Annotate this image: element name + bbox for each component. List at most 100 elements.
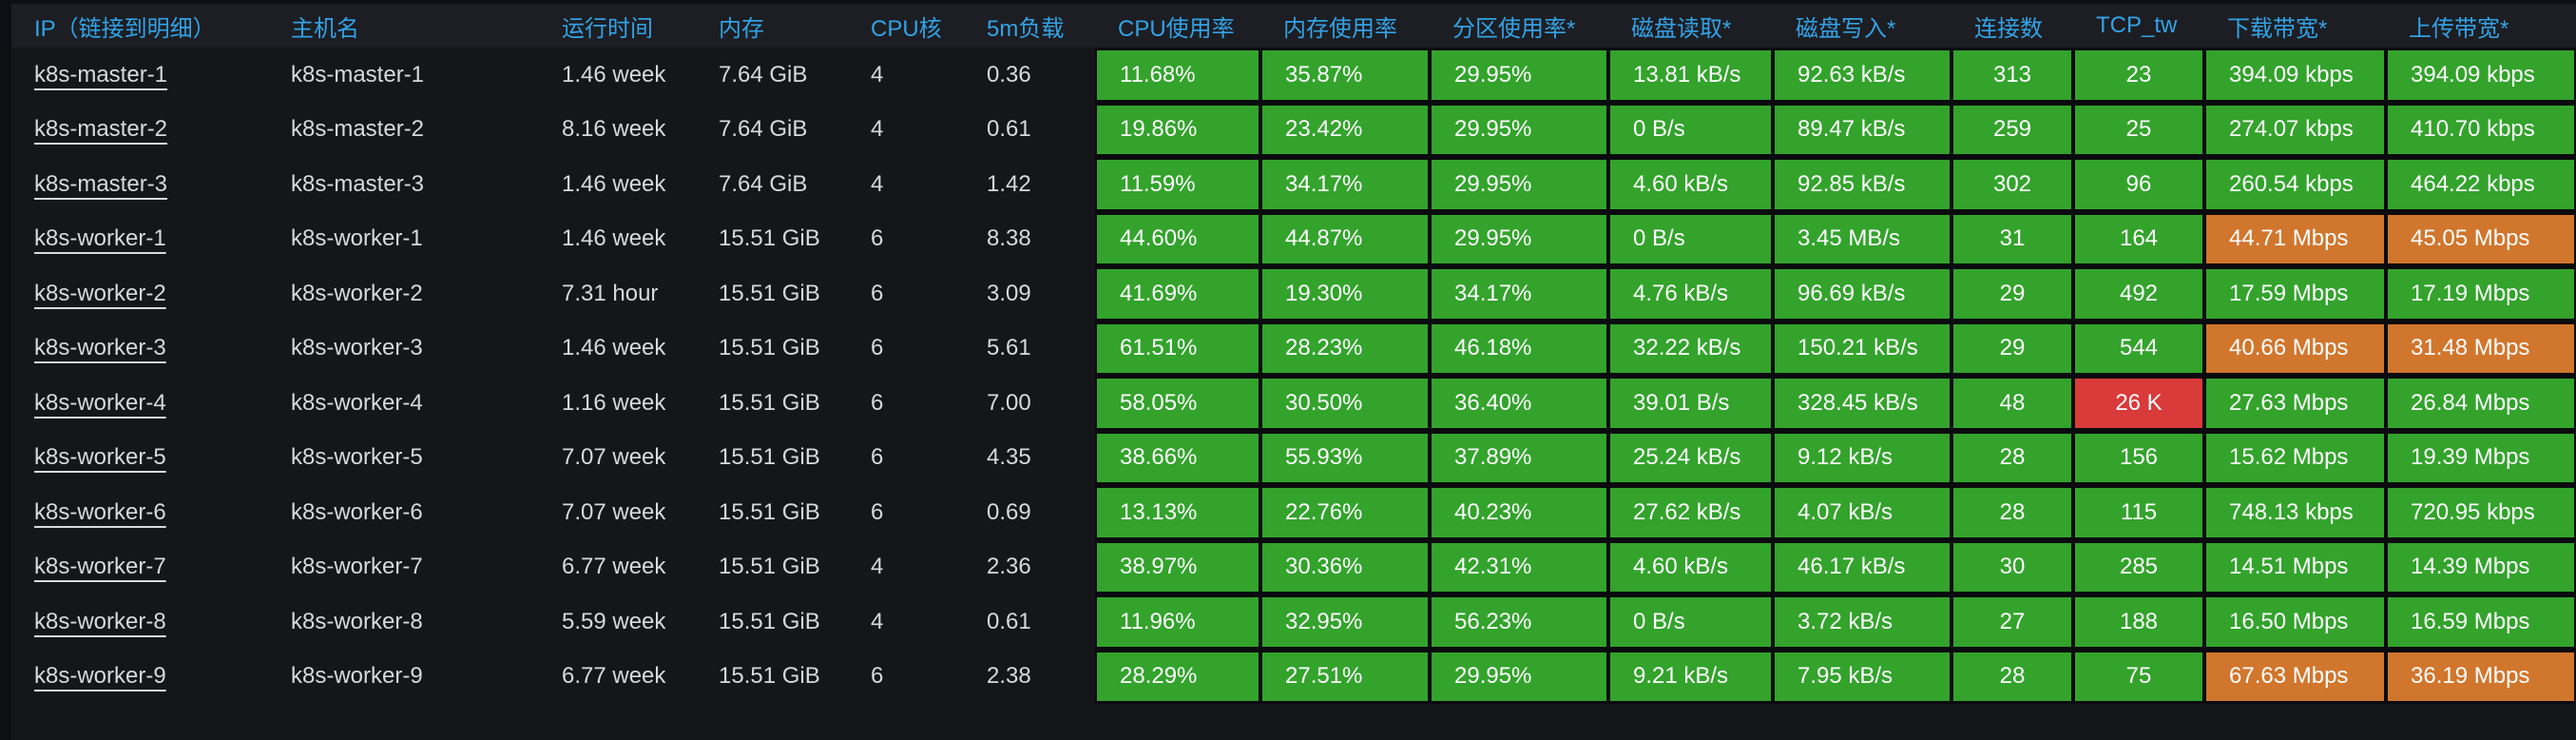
cell-memory: 7.64 GiB: [696, 102, 848, 157]
cell-uptime: 1.46 week: [539, 48, 696, 103]
cell-partition-usage: 56.23%: [1430, 594, 1608, 650]
table-row: k8s-master-3 k8s-master-3 1.46 week 7.64…: [11, 157, 2576, 212]
cell-disk-read: 0 B/s: [1608, 102, 1773, 157]
cell-cpu-cores: 6: [848, 266, 964, 321]
ip-detail-link[interactable]: k8s-worker-2: [34, 280, 166, 306]
ip-detail-link[interactable]: k8s-worker-8: [34, 608, 166, 634]
cell-upload-bw: 36.19 Mbps: [2386, 649, 2576, 704]
cell-hostname: k8s-worker-6: [268, 485, 539, 540]
cell-disk-write: 89.47 kB/s: [1773, 102, 1951, 157]
cell-mem-usage: 34.17%: [1260, 157, 1430, 212]
table-row: k8s-worker-6 k8s-worker-6 7.07 week 15.5…: [11, 485, 2576, 540]
cell-partition-usage: 29.95%: [1430, 211, 1608, 266]
cell-download-bw: 16.50 Mbps: [2204, 594, 2386, 650]
cell-tcp-tw: 75: [2073, 649, 2204, 704]
cell-mem-usage: 30.50%: [1260, 376, 1430, 431]
cell-disk-write: 3.72 kB/s: [1773, 594, 1951, 650]
ip-detail-link[interactable]: k8s-master-3: [34, 170, 168, 197]
col-header-disk-write[interactable]: 磁盘写入*: [1796, 15, 1896, 42]
ip-detail-link[interactable]: k8s-worker-6: [34, 498, 166, 525]
cell-tcp-tw: 23: [2073, 48, 2204, 103]
col-header-mem-usage[interactable]: 内存使用率: [1283, 15, 1397, 42]
table-row: k8s-worker-9 k8s-worker-9 6.77 week 15.5…: [11, 649, 2576, 704]
cell-mem-usage: 32.95%: [1260, 594, 1430, 650]
table-row: k8s-worker-7 k8s-worker-7 6.77 week 15.5…: [11, 539, 2576, 594]
cell-hostname: k8s-worker-4: [268, 376, 539, 431]
cell-upload-bw: 16.59 Mbps: [2386, 594, 2576, 650]
col-header-connections[interactable]: 连接数: [1974, 15, 2043, 42]
cell-partition-usage: 37.89%: [1430, 430, 1608, 485]
cell-ip: k8s-worker-5: [11, 430, 268, 485]
col-header-cpu-cores[interactable]: CPU核: [871, 15, 942, 42]
table-row: k8s-worker-5 k8s-worker-5 7.07 week 15.5…: [11, 430, 2576, 485]
cell-cpu-cores: 4: [848, 539, 964, 594]
cell-connections: 313: [1951, 48, 2073, 103]
cell-ip: k8s-worker-4: [11, 376, 268, 431]
cell-upload-bw: 19.39 Mbps: [2386, 430, 2576, 485]
cell-disk-read: 9.21 kB/s: [1608, 649, 1773, 704]
cell-uptime: 5.59 week: [539, 594, 696, 650]
col-header-upload-bw[interactable]: 上传带宽*: [2409, 15, 2509, 42]
cell-mem-usage: 44.87%: [1260, 211, 1430, 266]
cell-tcp-tw: 492: [2073, 266, 2204, 321]
ip-detail-link[interactable]: k8s-worker-9: [34, 663, 166, 690]
col-header-download-bw[interactable]: 下载带宽*: [2227, 15, 2328, 42]
cell-mem-usage: 28.23%: [1260, 321, 1430, 376]
ip-detail-link[interactable]: k8s-worker-7: [34, 554, 166, 580]
cell-memory: 15.51 GiB: [696, 539, 848, 594]
cell-uptime: 1.46 week: [539, 321, 696, 376]
col-header-tcp-tw[interactable]: TCP_tw: [2096, 12, 2178, 38]
cell-uptime: 7.31 hour: [539, 266, 696, 321]
cell-memory: 15.51 GiB: [696, 211, 848, 266]
cell-upload-bw: 45.05 Mbps: [2386, 211, 2576, 266]
cell-tcp-tw: 188: [2073, 594, 2204, 650]
cell-hostname: k8s-master-2: [268, 102, 539, 157]
col-header-uptime[interactable]: 运行时间: [562, 15, 653, 42]
cell-upload-bw: 14.39 Mbps: [2386, 539, 2576, 594]
cell-connections: 302: [1951, 157, 2073, 212]
cell-memory: 15.51 GiB: [696, 321, 848, 376]
cell-tcp-tw: 285: [2073, 539, 2204, 594]
cell-mem-usage: 22.76%: [1260, 485, 1430, 540]
cell-upload-bw: 31.48 Mbps: [2386, 321, 2576, 376]
cell-download-bw: 44.71 Mbps: [2204, 211, 2386, 266]
cell-disk-read: 0 B/s: [1608, 594, 1773, 650]
ip-detail-link[interactable]: k8s-worker-5: [34, 444, 166, 471]
cell-memory: 15.51 GiB: [696, 376, 848, 431]
cell-cpu-usage: 38.97%: [1095, 539, 1260, 594]
ip-detail-link[interactable]: k8s-master-1: [34, 61, 168, 88]
cell-load-5m: 7.00: [964, 376, 1095, 431]
cell-upload-bw: 720.95 kbps: [2386, 485, 2576, 540]
table-row: k8s-worker-4 k8s-worker-4 1.16 week 15.5…: [11, 376, 2576, 431]
cell-uptime: 7.07 week: [539, 430, 696, 485]
cell-memory: 7.64 GiB: [696, 48, 848, 103]
cell-download-bw: 274.07 kbps: [2204, 102, 2386, 157]
cell-disk-write: 150.21 kB/s: [1773, 321, 1951, 376]
col-header-cpu-usage[interactable]: CPU使用率: [1118, 15, 1235, 42]
cell-disk-read: 27.62 kB/s: [1608, 485, 1773, 540]
col-header-hostname[interactable]: 主机名: [291, 15, 359, 42]
ip-detail-link[interactable]: k8s-worker-4: [34, 389, 166, 416]
col-header-load-5m[interactable]: 5m负载: [987, 15, 1065, 42]
ip-detail-link[interactable]: k8s-master-2: [34, 116, 168, 143]
cell-download-bw: 17.59 Mbps: [2204, 266, 2386, 321]
table-row: k8s-worker-3 k8s-worker-3 1.46 week 15.5…: [11, 321, 2576, 376]
cell-load-5m: 8.38: [964, 211, 1095, 266]
cell-upload-bw: 26.84 Mbps: [2386, 376, 2576, 431]
cell-cpu-usage: 11.68%: [1095, 48, 1260, 103]
cell-connections: 29: [1951, 266, 2073, 321]
cell-cpu-cores: 6: [848, 485, 964, 540]
cell-ip: k8s-worker-7: [11, 539, 268, 594]
col-header-disk-read[interactable]: 磁盘读取*: [1631, 15, 1732, 42]
col-header-partition-usage[interactable]: 分区使用率*: [1452, 15, 1576, 42]
cell-ip: k8s-master-3: [11, 157, 268, 212]
cell-memory: 15.51 GiB: [696, 266, 848, 321]
cell-hostname: k8s-worker-2: [268, 266, 539, 321]
ip-detail-link[interactable]: k8s-worker-3: [34, 335, 166, 361]
ip-detail-link[interactable]: k8s-worker-1: [34, 225, 166, 252]
cell-memory: 7.64 GiB: [696, 157, 848, 212]
col-header-ip[interactable]: IP（链接到明细）: [34, 15, 216, 42]
cell-partition-usage: 40.23%: [1430, 485, 1608, 540]
col-header-memory[interactable]: 内存: [719, 15, 764, 42]
cell-memory: 15.51 GiB: [696, 649, 848, 704]
